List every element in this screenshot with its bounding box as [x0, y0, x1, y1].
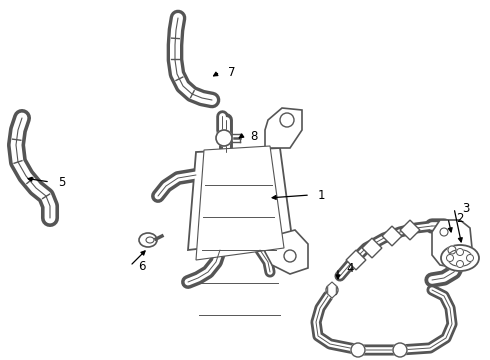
Circle shape: [446, 255, 454, 261]
Text: 6: 6: [138, 260, 146, 273]
Text: 2: 2: [456, 212, 464, 225]
Text: 3: 3: [462, 202, 469, 215]
Circle shape: [448, 246, 456, 254]
Polygon shape: [188, 148, 292, 250]
Circle shape: [280, 113, 294, 127]
Circle shape: [457, 261, 464, 267]
Bar: [362, 238, 382, 258]
Ellipse shape: [441, 245, 479, 271]
Circle shape: [326, 284, 338, 296]
Circle shape: [216, 130, 232, 146]
Polygon shape: [196, 146, 284, 260]
Circle shape: [351, 343, 365, 357]
Bar: [400, 220, 420, 240]
Polygon shape: [265, 108, 302, 148]
Polygon shape: [432, 220, 472, 268]
Text: 1: 1: [318, 189, 325, 202]
Polygon shape: [328, 282, 336, 298]
Circle shape: [457, 248, 464, 256]
Bar: [346, 250, 366, 270]
Circle shape: [284, 250, 296, 262]
Text: 8: 8: [250, 130, 257, 143]
Polygon shape: [265, 230, 308, 274]
Circle shape: [440, 228, 448, 236]
Text: 4: 4: [346, 261, 353, 274]
Bar: [382, 226, 402, 246]
Text: 7: 7: [228, 66, 236, 78]
Text: 5: 5: [58, 176, 65, 189]
Ellipse shape: [139, 233, 157, 247]
Circle shape: [466, 255, 473, 261]
Circle shape: [393, 343, 407, 357]
